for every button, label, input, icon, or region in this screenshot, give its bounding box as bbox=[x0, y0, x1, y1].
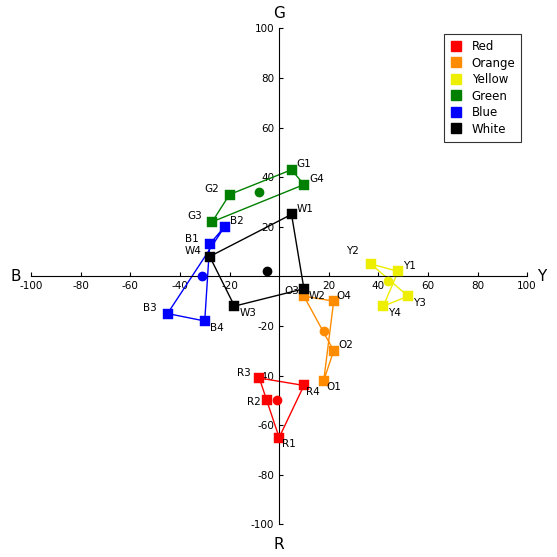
Text: O2: O2 bbox=[339, 340, 354, 350]
Text: R2: R2 bbox=[247, 397, 261, 407]
Text: Y: Y bbox=[537, 269, 546, 284]
Legend: Red, Orange, Yellow, Green, Blue, White: Red, Orange, Yellow, Green, Blue, White bbox=[444, 35, 521, 142]
Text: G4: G4 bbox=[309, 174, 324, 184]
Text: W2: W2 bbox=[309, 291, 326, 301]
Text: B: B bbox=[11, 269, 21, 284]
Text: G3: G3 bbox=[187, 211, 202, 221]
Text: Y3: Y3 bbox=[413, 298, 426, 308]
Text: R: R bbox=[274, 537, 285, 552]
Text: R1: R1 bbox=[282, 439, 295, 449]
Text: G2: G2 bbox=[205, 184, 219, 194]
Text: O1: O1 bbox=[326, 383, 341, 393]
Text: B3: B3 bbox=[143, 303, 157, 313]
Text: W3: W3 bbox=[240, 308, 256, 318]
Text: Y1: Y1 bbox=[403, 261, 416, 271]
Text: W4: W4 bbox=[185, 246, 202, 256]
Text: Y4: Y4 bbox=[388, 308, 401, 318]
Text: R4: R4 bbox=[306, 387, 320, 397]
Text: R3: R3 bbox=[237, 368, 251, 378]
Text: B1: B1 bbox=[185, 233, 199, 243]
Text: Y2: Y2 bbox=[346, 246, 359, 256]
Text: W1: W1 bbox=[296, 204, 314, 214]
Text: O3: O3 bbox=[284, 286, 299, 296]
Text: B2: B2 bbox=[229, 216, 243, 226]
Text: G: G bbox=[273, 6, 285, 21]
Text: O4: O4 bbox=[336, 291, 351, 301]
Text: B4: B4 bbox=[209, 323, 223, 333]
Text: G1: G1 bbox=[296, 159, 311, 169]
